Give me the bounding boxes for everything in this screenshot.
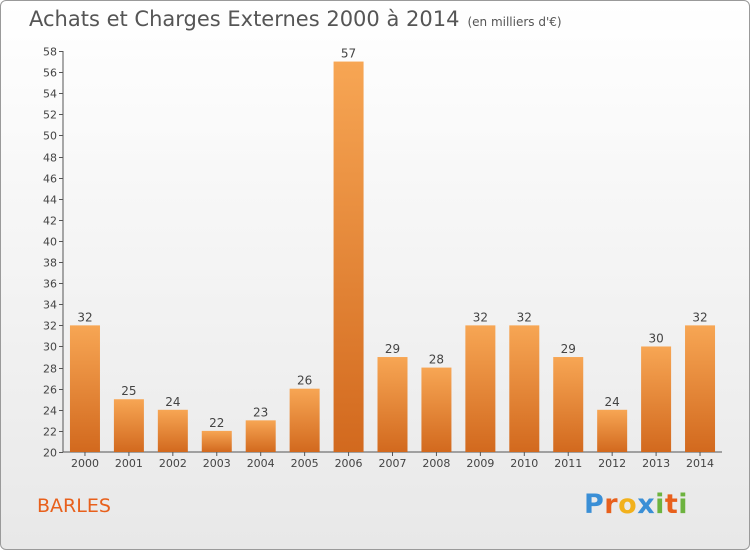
data-label: 32 (692, 310, 707, 324)
y-tick-label: 20 (43, 447, 57, 460)
x-tick-label: 2014 (686, 457, 714, 470)
y-tick-label: 58 (43, 46, 57, 59)
bar (421, 367, 452, 452)
y-tick-label: 48 (43, 152, 57, 165)
bar (509, 325, 540, 452)
bar (465, 325, 496, 452)
bar (201, 430, 232, 452)
bar (685, 325, 716, 452)
y-tick-label: 56 (43, 67, 57, 80)
data-label: 23 (253, 405, 268, 419)
data-label: 29 (561, 342, 576, 356)
bar (245, 420, 276, 452)
data-label: 29 (385, 342, 400, 356)
logo-letter: x (637, 489, 656, 520)
bar (377, 357, 408, 452)
data-label: 30 (648, 331, 663, 345)
x-tick-label: 2006 (335, 457, 363, 470)
logo-letter: P (584, 489, 605, 520)
x-tick-label: 2009 (466, 457, 494, 470)
y-tick-label: 38 (43, 257, 57, 270)
bar (553, 357, 584, 452)
bar (597, 409, 628, 452)
x-tick-label: 2005 (291, 457, 319, 470)
bar (113, 399, 144, 452)
bar (157, 409, 188, 452)
y-tick-label: 44 (43, 194, 57, 207)
data-label: 24 (165, 395, 180, 409)
y-tick-label: 54 (43, 88, 57, 101)
x-tick-label: 2000 (71, 457, 99, 470)
data-label: 32 (517, 310, 532, 324)
logo-letter: i (655, 489, 665, 520)
x-tick-label: 2013 (642, 457, 670, 470)
x-tick-label: 2004 (247, 457, 275, 470)
data-label: 24 (605, 395, 620, 409)
logo-letter: o (618, 489, 638, 520)
x-tick-label: 2002 (159, 457, 187, 470)
data-label: 26 (297, 374, 312, 388)
y-tick-label: 46 (43, 173, 57, 186)
x-tick-label: 2007 (379, 457, 407, 470)
data-label: 28 (429, 353, 444, 367)
proxiti-logo[interactable]: Proxiti (584, 489, 688, 520)
data-label: 32 (77, 310, 92, 324)
y-tick-label: 28 (43, 363, 57, 376)
y-tick-label: 52 (43, 109, 57, 122)
x-tick-label: 2003 (203, 457, 231, 470)
data-label: 32 (473, 310, 488, 324)
x-tick-label: 2012 (598, 457, 626, 470)
x-tick-label: 2008 (422, 457, 450, 470)
logo-letter: r (604, 489, 619, 520)
data-label: 22 (209, 416, 224, 430)
y-tick-label: 34 (43, 299, 57, 312)
commune-name: BARLES (37, 495, 111, 517)
bar (641, 346, 672, 452)
chart-title-text: Achats et Charges Externes 2000 à 2014 (29, 7, 460, 31)
y-tick-label: 42 (43, 215, 57, 228)
y-tick-label: 40 (43, 236, 57, 249)
bar (333, 61, 364, 452)
bar (289, 388, 320, 452)
y-tick-label: 24 (43, 405, 57, 418)
y-tick-label: 50 (43, 130, 57, 143)
y-tick-label: 36 (43, 278, 57, 291)
y-tick-label: 22 (43, 426, 57, 439)
logo-letter: t (664, 489, 679, 520)
chart-subtitle: (en milliers d'€) (467, 15, 562, 29)
bar (69, 325, 100, 452)
data-label: 57 (341, 47, 356, 61)
y-tick-label: 30 (43, 341, 57, 354)
data-label: 25 (121, 384, 136, 398)
x-tick-label: 2010 (510, 457, 538, 470)
x-tick-label: 2001 (115, 457, 143, 470)
x-tick-label: 2011 (554, 457, 582, 470)
logo-letter: i (678, 489, 689, 520)
y-tick-label: 32 (43, 320, 57, 333)
y-tick-label: 26 (43, 384, 57, 397)
chart-title: Achats et Charges Externes 2000 à 2014 (e… (29, 7, 562, 31)
